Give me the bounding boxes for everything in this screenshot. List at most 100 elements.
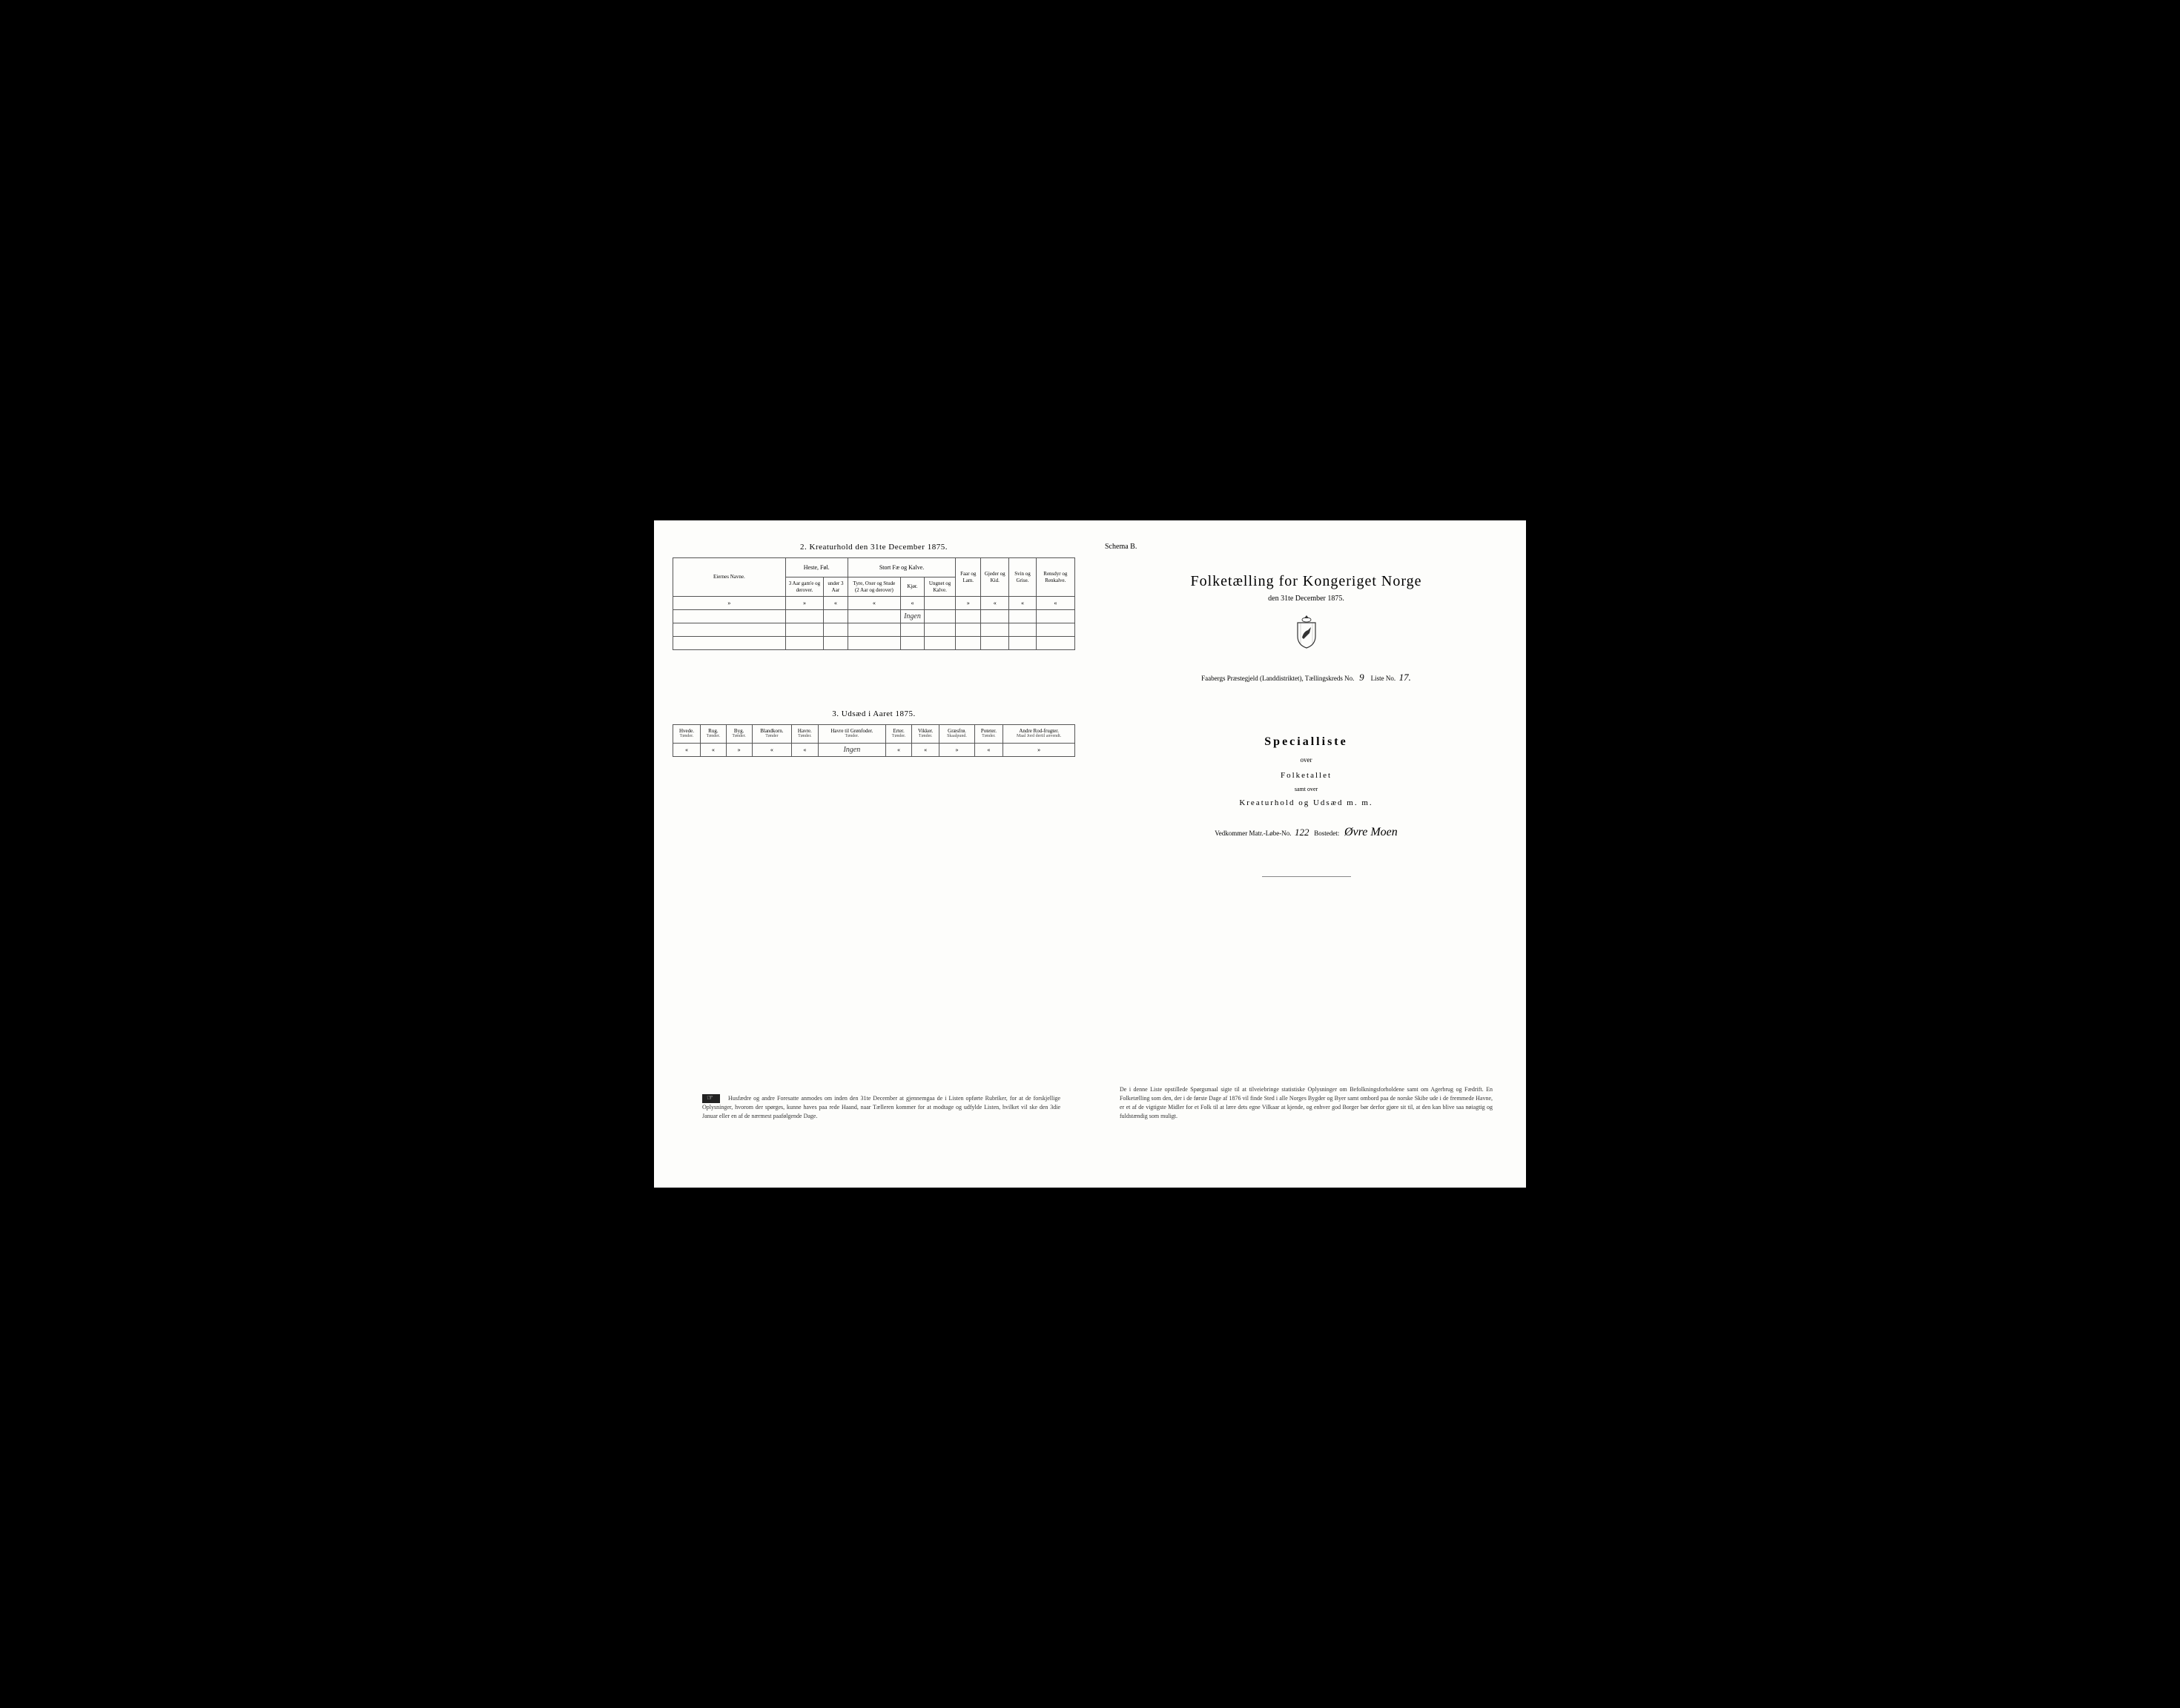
- th-stort-sub3: Ungnet og Kalve.: [924, 577, 956, 597]
- cell: [956, 637, 981, 650]
- th-sub: Tønder.: [702, 734, 724, 739]
- samt-over-text: samt over: [1105, 786, 1507, 792]
- district-prefix: Faabergs Præstegjeld (Landdistriktet), T…: [1201, 675, 1354, 682]
- th-sub: Tønder: [754, 734, 790, 739]
- cell: [785, 637, 823, 650]
- th-sub: Tønder.: [914, 734, 938, 739]
- folketallet-heading: Folketallet: [1105, 771, 1507, 780]
- table-row: [673, 637, 1075, 650]
- divider: [1262, 876, 1351, 877]
- th: Græsfrø.Skaalpund.: [939, 725, 974, 744]
- vedkommer-prefix: Vedkommer Matr.-Løbe-No.: [1215, 830, 1291, 837]
- cell: [673, 610, 786, 623]
- cell: [1009, 623, 1036, 637]
- th-main: Andre Rod-frugter.: [1005, 728, 1073, 734]
- table-row: Ingen: [673, 610, 1075, 623]
- th-stort-sub2: Kjør.: [901, 577, 925, 597]
- cell: «: [886, 743, 912, 756]
- th: Blandkorn.Tønder: [752, 725, 792, 744]
- th-sub: Tønder.: [793, 734, 816, 739]
- th-main: Byg.: [728, 728, 750, 734]
- th: Havre.Tønder.: [792, 725, 818, 744]
- th-sub: Maal Jord dertil anvendt.: [1005, 734, 1073, 739]
- left-panel: 2. Kreaturhold den 31te December 1875. E…: [673, 543, 1090, 1165]
- cell: [924, 597, 956, 610]
- th-sub: Skaalpund.: [941, 734, 972, 739]
- th-gjeder: Gjeder og Kid.: [981, 558, 1009, 597]
- cell: [924, 610, 956, 623]
- cell: [848, 637, 900, 650]
- cell: [1009, 637, 1036, 650]
- cell: »: [785, 597, 823, 610]
- udsaed-section: 3. Udsæd i Aaret 1875. Hvede.Tønder. Rug…: [673, 709, 1075, 757]
- cell: «: [981, 597, 1009, 610]
- table-row: [673, 623, 1075, 637]
- cell: «: [701, 743, 727, 756]
- th-sub: Tønder.: [820, 734, 885, 739]
- district-line: Faabergs Præstegjeld (Landdistriktet), T…: [1105, 672, 1507, 683]
- th-heste-sub2: under 3 Aar: [824, 577, 848, 597]
- th-stort-sub1: Tyre, Oxer og Stude (2 Aar og derover): [848, 577, 900, 597]
- cell: Ingen: [818, 743, 886, 756]
- cell: Ingen: [901, 610, 925, 623]
- bostedet-label: Bostedet:: [1314, 830, 1339, 837]
- th-svin: Svin og Grise.: [1009, 558, 1036, 597]
- cell: [981, 637, 1009, 650]
- liste-label: Liste No.: [1371, 675, 1396, 682]
- cell: »: [726, 743, 752, 756]
- main-title: Folketælling for Kongeriget Norge: [1105, 573, 1507, 590]
- sub-title: den 31te December 1875.: [1105, 595, 1507, 603]
- coat-of-arms-icon: [1105, 614, 1507, 653]
- th-main: Rug.: [702, 728, 724, 734]
- cell: [1036, 623, 1074, 637]
- cell: [785, 610, 823, 623]
- th-main: Græsfrø.: [941, 728, 972, 734]
- th: Byg.Tønder.: [726, 725, 752, 744]
- th-stort: Stort Fæ og Kalve.: [848, 558, 956, 577]
- pointing-hand-icon: [702, 1094, 720, 1103]
- document-page: 2. Kreaturhold den 31te December 1875. E…: [654, 520, 1526, 1188]
- table-row: » » « « « » « « «: [673, 597, 1075, 610]
- cell: [924, 637, 956, 650]
- cell: «: [911, 743, 939, 756]
- cell: [824, 610, 848, 623]
- th-heste-sub1: 3 Aar gam'e og derover.: [785, 577, 823, 597]
- matr-no: 122: [1295, 827, 1309, 838]
- table2-header: Hvede.Tønder. Rug.Tønder. Byg.Tønder. Bl…: [673, 725, 1075, 744]
- cell: [673, 623, 786, 637]
- cell: [824, 637, 848, 650]
- cell: [981, 610, 1009, 623]
- cell: «: [824, 597, 848, 610]
- udsaed-table: Hvede.Tønder. Rug.Tønder. Byg.Tønder. Bl…: [673, 724, 1075, 757]
- left-footnote: Husfædre og andre Foresatte anmodes om i…: [673, 1094, 1075, 1165]
- cell: »: [939, 743, 974, 756]
- th-sub: Tønder.: [675, 734, 698, 739]
- th-main: Vikker.: [914, 728, 938, 734]
- cell: »: [956, 597, 981, 610]
- cell: «: [974, 743, 1003, 756]
- cell: [924, 623, 956, 637]
- cell: «: [1036, 597, 1074, 610]
- cell: [901, 623, 925, 637]
- th-main: Poteter.: [977, 728, 1002, 734]
- table1-body: » » « « « » « « « Ingen: [673, 597, 1075, 650]
- footnote-text: Husfædre og andre Foresatte anmodes om i…: [702, 1095, 1060, 1119]
- th: Hvede.Tønder.: [673, 725, 701, 744]
- cell: [824, 623, 848, 637]
- cell: »: [673, 597, 786, 610]
- cell: «: [792, 743, 818, 756]
- cell: [901, 637, 925, 650]
- section3-title: 3. Udsæd i Aaret 1875.: [673, 709, 1075, 718]
- cell: [1009, 610, 1036, 623]
- th-faar: Faar og Lam.: [956, 558, 981, 597]
- th-sub: Tønder.: [888, 734, 910, 739]
- cell: «: [848, 597, 900, 610]
- vedkommer-line: Vedkommer Matr.-Løbe-No. 122 Bostedet: Ø…: [1105, 826, 1507, 839]
- section2-title: 2. Kreaturhold den 31te December 1875.: [673, 543, 1075, 552]
- liste-no: 17.: [1399, 672, 1411, 683]
- cell: [956, 610, 981, 623]
- cell: «: [901, 597, 925, 610]
- th-main: Blandkorn.: [754, 728, 790, 734]
- specialliste-heading: Specialliste: [1105, 735, 1507, 749]
- table-row: « « » « « Ingen « « » « »: [673, 743, 1075, 756]
